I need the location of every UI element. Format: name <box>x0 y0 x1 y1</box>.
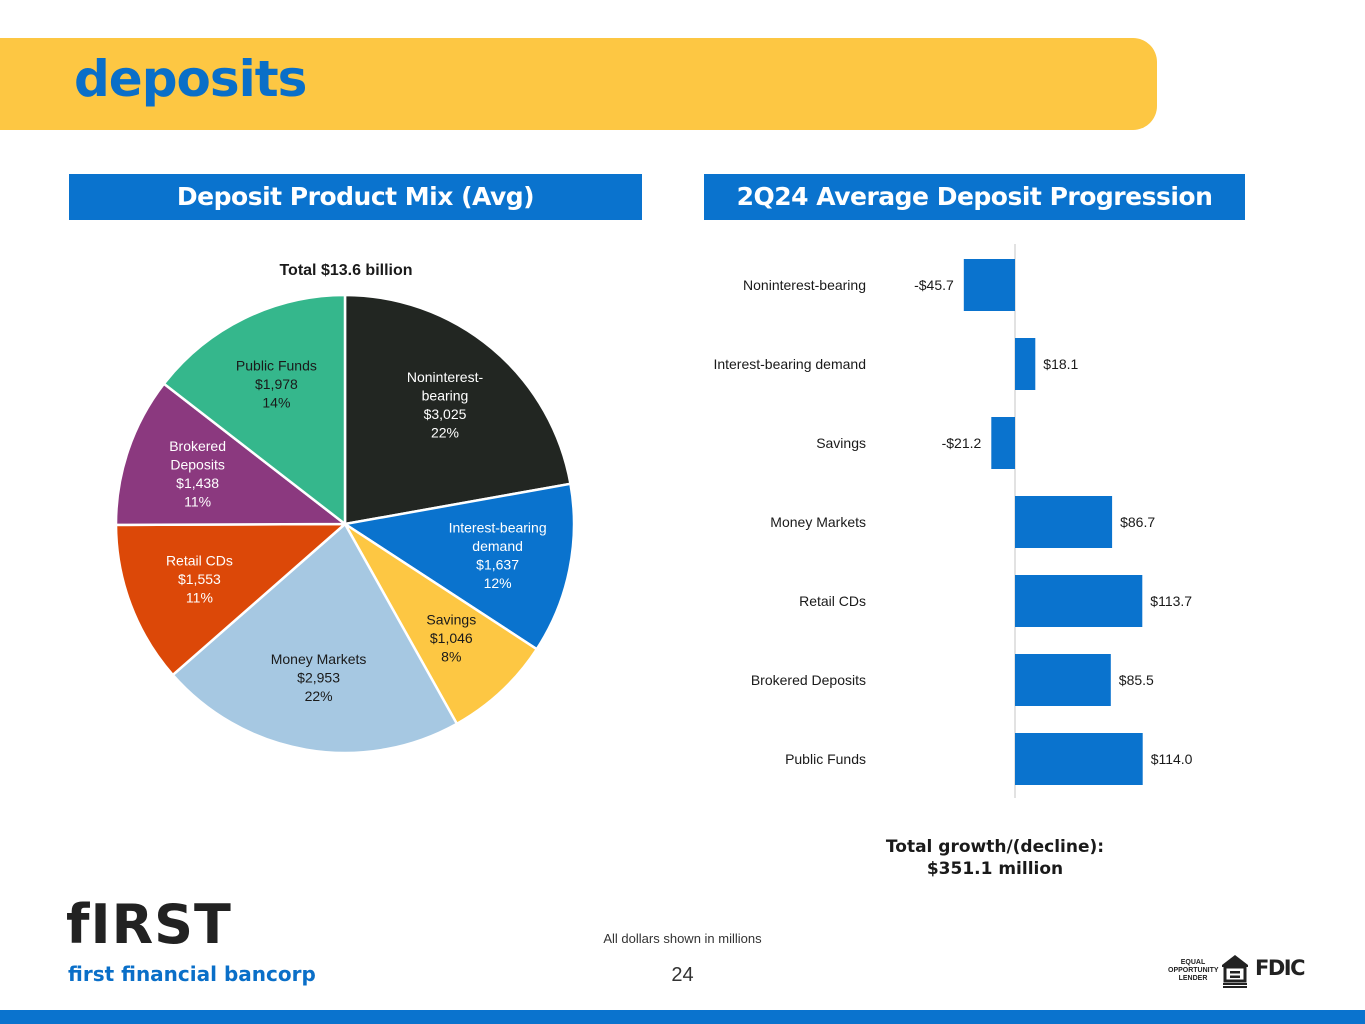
bar-chart-header: 2Q24 Average Deposit Progression <box>704 174 1245 220</box>
bar-category-label: Retail CDs <box>799 593 866 609</box>
pie-chart: Noninterest-bearing $3,025 22% Interest-bea… <box>114 293 576 755</box>
pie-slice <box>343 293 572 526</box>
pie-slice-label: Public Funds <box>236 358 317 374</box>
pie-chart-title: Total $13.6 billion <box>279 262 412 279</box>
title-banner <box>0 38 1157 130</box>
pie-slice-label: Deposits <box>170 457 224 473</box>
pie-slice-value: $1,553 <box>178 571 221 587</box>
pie-slice-value: $1,046 <box>430 630 473 646</box>
bar-value-label: $114.0 <box>1151 751 1193 767</box>
bar-chart: Noninterest-bearing -$45.7 Interest-bearin… <box>713 244 1193 798</box>
page-title: deposits <box>74 50 307 108</box>
equal-housing-icon <box>1222 955 1248 988</box>
pie-slice-label: Savings <box>426 611 476 627</box>
bar-value-label: -$21.2 <box>942 435 982 451</box>
pie-chart-header: Deposit Product Mix (Avg) <box>69 174 642 220</box>
bar-category-label: Interest-bearing demand <box>713 356 866 372</box>
pie-slice-percent: 11% <box>184 494 211 510</box>
page-number: 24 <box>671 964 694 986</box>
pie-slice-label: Brokered <box>169 438 226 454</box>
pie-slice <box>343 522 539 726</box>
bar-category-label: Brokered Deposits <box>751 672 866 688</box>
pie-slice-label: demand <box>472 538 523 554</box>
pie-slice-label: Noninterest- <box>407 369 484 385</box>
total-growth: Total growth/(decline): $351.1 million <box>885 836 1105 880</box>
bar <box>991 417 1015 469</box>
fdic-badge: FDIC <box>1255 956 1306 980</box>
total-growth-value: $351.1 million <box>926 859 1064 879</box>
pie-slice-percent: 14% <box>262 395 290 411</box>
bar-category-label: Savings <box>816 435 866 451</box>
pie-slice-label: bearing <box>422 387 469 403</box>
bar-value-label: $18.1 <box>1043 356 1078 372</box>
pie-slice-label: Retail CDs <box>166 553 233 569</box>
pie-slice <box>162 293 347 527</box>
pie-slice <box>341 482 576 651</box>
logo-wordmark: fIRST <box>66 893 232 956</box>
equal-opportunity-badge: EQUAL OPPORTUNITY LENDER <box>1168 959 1219 982</box>
pie-slice-percent: 12% <box>484 575 512 591</box>
bar <box>1015 733 1143 785</box>
pie-slice-percent: 22% <box>431 424 459 440</box>
bar <box>1015 338 1036 390</box>
bar-value-label: $113.7 <box>1150 593 1192 609</box>
bar <box>1015 575 1143 627</box>
total-growth-label: Total growth/(decline): <box>885 837 1105 857</box>
bar-value-label: $85.5 <box>1119 672 1154 688</box>
pie-slice <box>171 522 459 755</box>
bar <box>1015 496 1113 548</box>
footnote: All dollars shown in millions <box>603 931 762 946</box>
pie-slice <box>114 382 349 527</box>
pie-slice-value: $1,637 <box>476 556 519 572</box>
pie-slice-label: Money Markets <box>271 651 367 667</box>
bar-value-label: -$45.7 <box>914 277 954 293</box>
pie-slice-percent: 22% <box>305 688 333 704</box>
bar-category-label: Money Markets <box>770 514 866 530</box>
pie-slice-value: $1,438 <box>176 475 219 491</box>
bar <box>1015 654 1111 706</box>
bottom-bar <box>0 1010 1365 1024</box>
pie-slice <box>114 522 349 677</box>
pie-slice-value: $2,953 <box>297 670 340 686</box>
logo-company-name: first financial bancorp <box>68 962 316 986</box>
pie-slice-percent: 11% <box>186 590 213 606</box>
pie-slice-value: $3,025 <box>424 406 467 422</box>
pie-slice-value: $1,978 <box>255 376 298 392</box>
bar <box>963 259 1015 311</box>
pie-slice-label: Interest-bearing <box>449 519 547 535</box>
pie-slice-percent: 8% <box>441 648 461 664</box>
bar-category-label: Noninterest-bearing <box>743 277 866 293</box>
bar-value-label: $86.7 <box>1120 514 1155 530</box>
bar-category-label: Public Funds <box>785 751 866 767</box>
